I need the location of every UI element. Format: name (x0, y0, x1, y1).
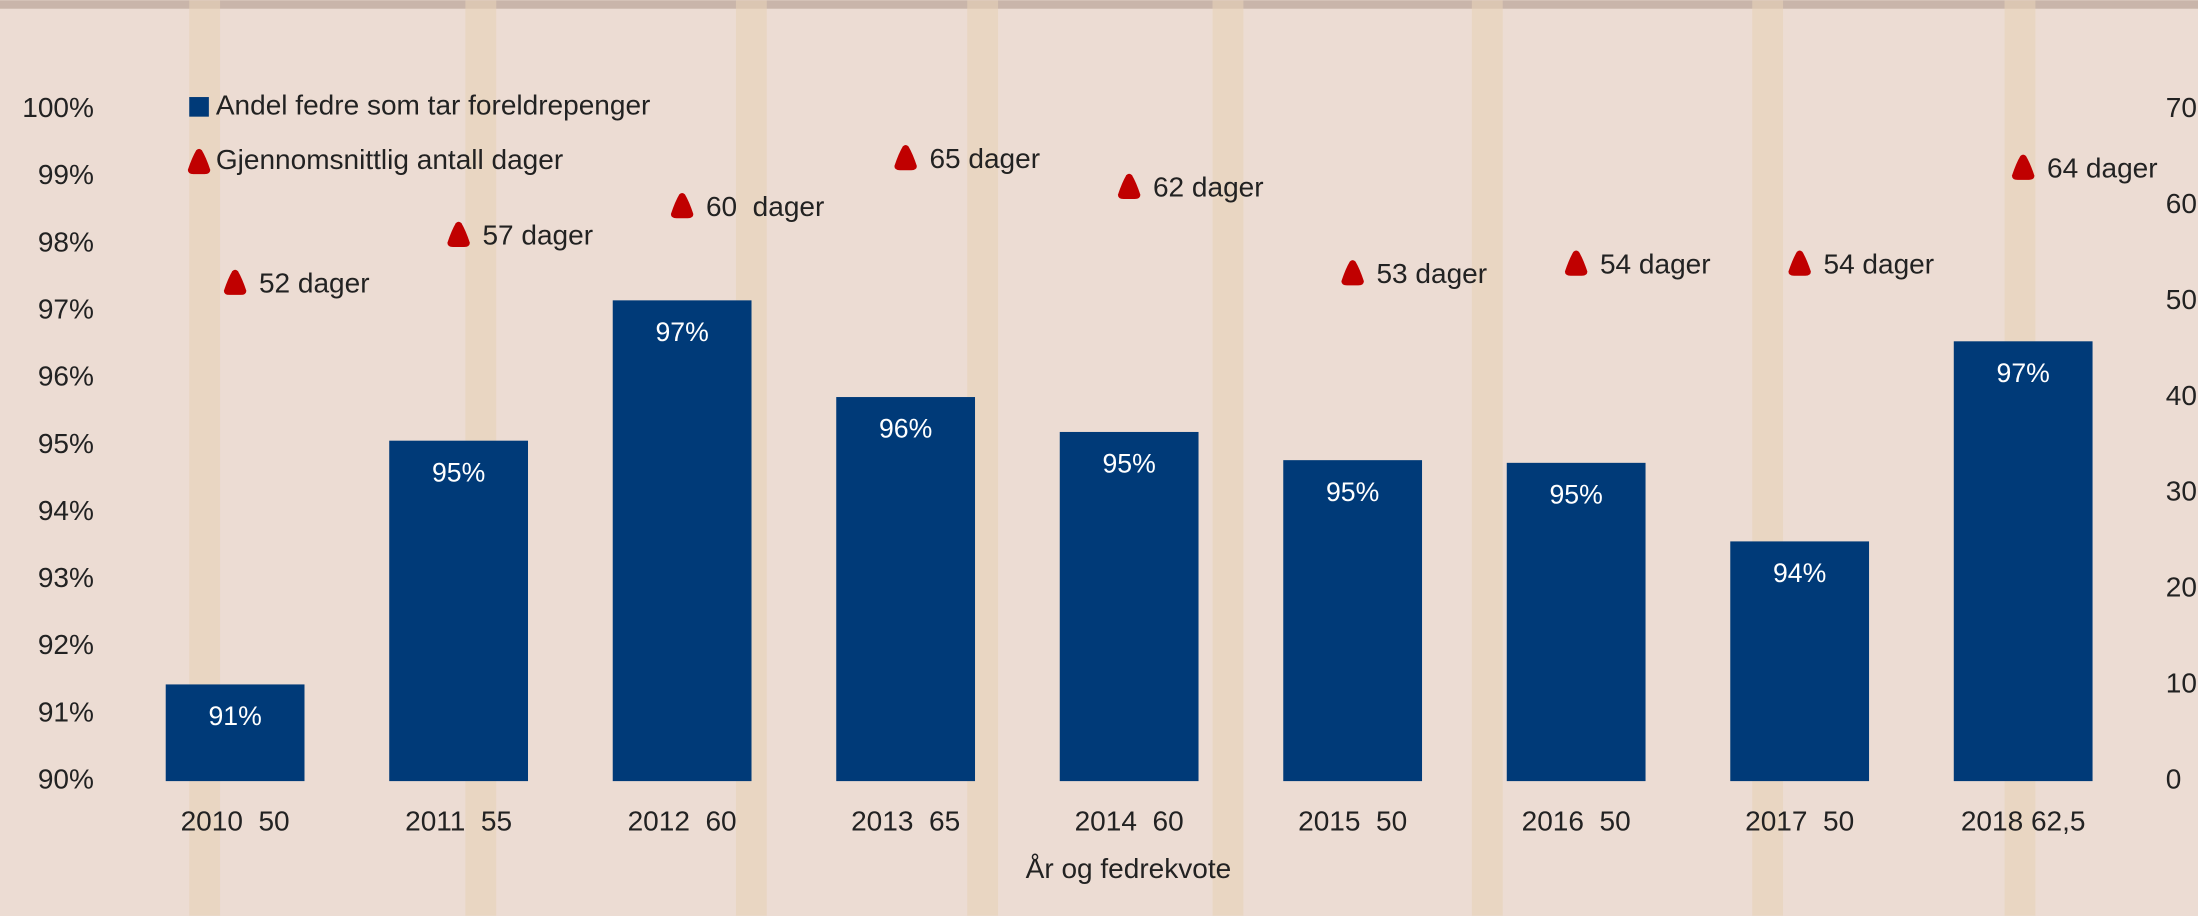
value-label: 52 dager (259, 268, 370, 299)
y-tick-label: 94% (38, 495, 94, 526)
y-tick-label: 93% (38, 562, 94, 593)
y2-tick-label: 0 (2166, 764, 2182, 795)
value-label: 95% (1550, 480, 1603, 510)
y2-tick-label: 30 (2166, 476, 2197, 507)
bar (1506, 462, 1646, 782)
value-label: 91% (208, 701, 261, 731)
y2-tick-label: 70 (2166, 92, 2197, 123)
x-tick-label: 2018 62,5 (1961, 806, 2086, 837)
value-label: 54 dager (1600, 248, 1711, 279)
y-tick-label: 100% (22, 92, 94, 123)
legend-label: Gjennomsnittlig antall dager (216, 144, 563, 175)
marker (670, 192, 694, 219)
value-label: 97% (1997, 358, 2050, 388)
y-tick-label: 95% (38, 428, 94, 459)
value-label: 53 dager (1376, 258, 1487, 289)
y2-tick-label: 50 (2166, 284, 2197, 315)
marker (894, 145, 917, 171)
value-label: 57 dager (482, 220, 593, 251)
value-label: 95% (1326, 477, 1379, 507)
x-tick-label: 2010 50 (181, 806, 290, 837)
bar (1059, 431, 1199, 782)
bar (1953, 341, 2093, 782)
y-tick-label: 91% (38, 696, 94, 727)
legend-label: Andel fedre som tar foreldrepenger (216, 89, 651, 120)
bar (165, 684, 305, 782)
value-label: 60 dager (706, 191, 824, 222)
value-label: 94% (1773, 558, 1826, 588)
legend-swatch (189, 97, 209, 117)
x-tick-label: 2012 60 (628, 806, 737, 837)
value-label: 95% (432, 457, 485, 487)
marker (1117, 173, 1141, 200)
bar (389, 440, 529, 782)
x-tick-label: 2013 65 (851, 806, 960, 837)
y2-tick-label: 10 (2166, 668, 2197, 699)
y2-tick-label: 20 (2166, 572, 2197, 603)
x-tick-label: 2016 50 (1522, 806, 1631, 837)
y-tick-label: 90% (38, 764, 94, 795)
marker (187, 148, 211, 175)
y-tick-label: 98% (38, 226, 94, 257)
x-tick-label: 2011 55 (405, 806, 512, 837)
bar (1283, 460, 1423, 782)
value-label: 65 dager (929, 143, 1040, 174)
bar (836, 397, 976, 782)
marker (2011, 154, 2035, 180)
value-label: 64 dager (2047, 152, 2158, 183)
y-tick-label: 97% (38, 293, 94, 324)
value-label: 97% (655, 317, 708, 347)
bar (1730, 541, 1870, 782)
value-label: 54 dager (1823, 248, 1934, 279)
y-tick-label: 96% (38, 361, 94, 392)
value-label: 96% (879, 414, 932, 444)
x-axis-label: År og fedrekvote (1026, 853, 1232, 884)
x-tick-label: 2017 50 (1745, 806, 1854, 837)
marker (447, 221, 470, 247)
value-label: 95% (1102, 449, 1155, 479)
x-tick-label: 2014 60 (1075, 806, 1184, 837)
y-tick-label: 99% (38, 159, 94, 190)
bar (612, 300, 752, 782)
y2-tick-label: 60 (2166, 188, 2197, 219)
value-label: 62 dager (1153, 172, 1264, 203)
marker (1564, 250, 1588, 276)
marker (1341, 260, 1364, 286)
x-tick-label: 2015 50 (1298, 806, 1407, 837)
marker (1788, 250, 1811, 276)
y-tick-label: 92% (38, 629, 94, 660)
y2-tick-label: 40 (2166, 380, 2197, 411)
marker (223, 269, 247, 295)
